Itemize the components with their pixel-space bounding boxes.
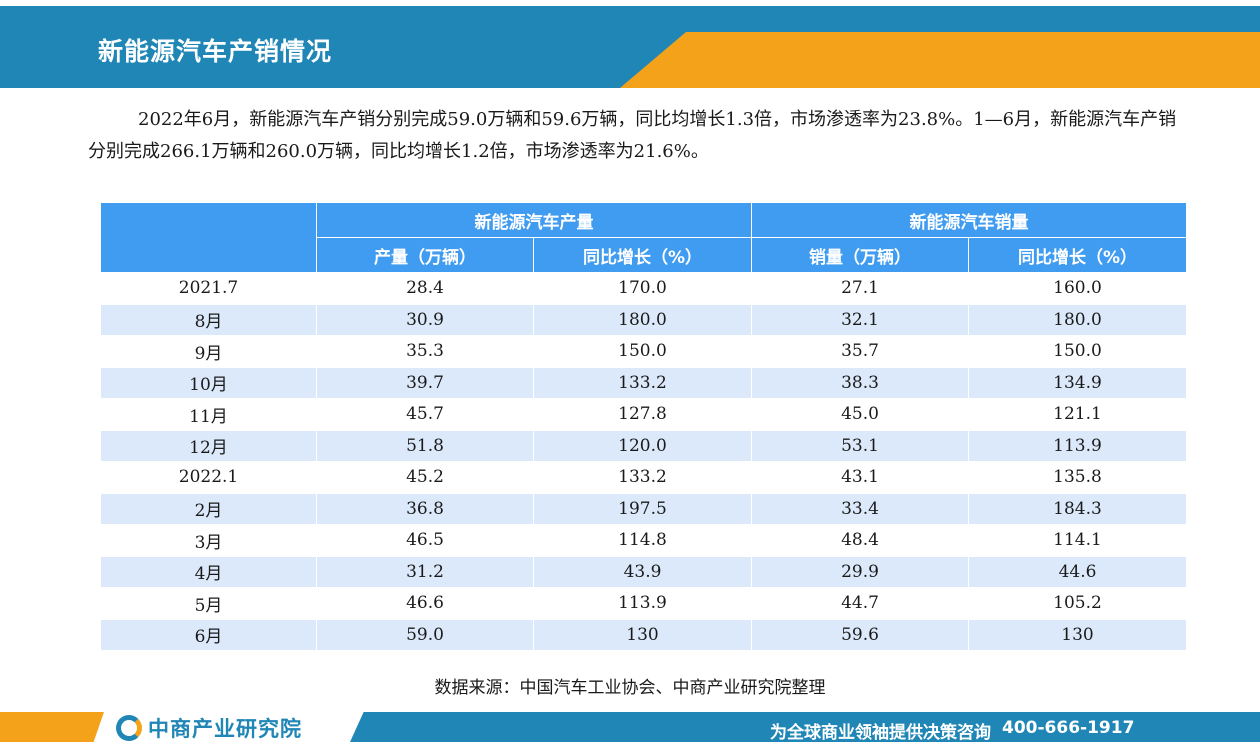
cell-sales-yoy: 160.0: [968, 272, 1187, 305]
logo-text: 中商产业研究院: [148, 717, 302, 741]
cell-production: 36.8: [316, 492, 534, 525]
cell-production: 35.3: [316, 335, 534, 368]
table-row: 2月 36.8 197.5 33.4 184.3: [100, 492, 1187, 525]
cell-production: 30.9: [316, 303, 534, 336]
cell-production: 51.8: [316, 429, 534, 462]
cell-production-yoy: 113.9: [533, 587, 752, 620]
table-row: 6月 59.0 130 59.6 130: [100, 618, 1187, 651]
table-row: 11月 45.7 127.8 45.0 121.1: [100, 398, 1187, 431]
cell-sales: 48.4: [751, 524, 969, 557]
table-row: 8月 30.9 180.0 32.1 180.0: [100, 303, 1187, 336]
cell-period: 6月: [100, 618, 317, 651]
column-header-production: 产量（万辆）: [316, 237, 534, 273]
table-row: 9月 35.3 150.0 35.7 150.0: [100, 335, 1187, 368]
cell-sales: 44.7: [751, 587, 969, 620]
table-row: 5月 46.6 113.9 44.7 105.2: [100, 587, 1187, 620]
cell-sales: 27.1: [751, 272, 969, 305]
cell-production-yoy: 114.8: [533, 524, 752, 557]
cell-sales: 29.9: [751, 555, 969, 588]
cell-production: 31.2: [316, 555, 534, 588]
cell-period: 2022.1: [100, 461, 317, 494]
cell-period: 2021.7: [100, 272, 317, 305]
column-header-production-yoy: 同比增长（%）: [533, 237, 752, 273]
cell-sales-yoy: 130: [968, 618, 1187, 651]
page-title: 新能源汽车产销情况: [98, 37, 333, 66]
cell-sales-yoy: 184.3: [968, 492, 1187, 525]
cell-production-yoy: 127.8: [533, 398, 752, 431]
intro-paragraph: 2022年6月，新能源汽车产销分别完成59.0万辆和59.6万辆，同比均增长1.…: [88, 109, 1177, 162]
cell-sales-yoy: 121.1: [968, 398, 1187, 431]
table-corner-header: [100, 202, 317, 273]
cell-sales: 45.0: [751, 398, 969, 431]
cell-sales-yoy: 114.1: [968, 524, 1187, 557]
cell-production: 28.4: [316, 272, 534, 305]
cell-sales: 43.1: [751, 461, 969, 494]
footer-blue-band: [350, 712, 1260, 742]
table-row: 2022.1 45.2 133.2 43.1 135.8: [100, 461, 1187, 494]
cell-sales: 35.7: [751, 335, 969, 368]
cell-production-yoy: 130: [533, 618, 752, 651]
cell-period: 2月: [100, 492, 317, 525]
table-row: 4月 31.2 43.9 29.9 44.6: [100, 555, 1187, 588]
cell-production: 45.2: [316, 461, 534, 494]
cell-sales-yoy: 44.6: [968, 555, 1187, 588]
group-header-production: 新能源汽车产量: [316, 202, 752, 238]
column-header-sales: 销量（万辆）: [751, 237, 969, 273]
cell-sales-yoy: 105.2: [968, 587, 1187, 620]
cell-production-yoy: 43.9: [533, 555, 752, 588]
cell-production-yoy: 170.0: [533, 272, 752, 305]
footer-orange-band: [0, 712, 104, 742]
header-orange-band: [620, 32, 1260, 88]
cell-sales: 32.1: [751, 303, 969, 336]
cell-production-yoy: 197.5: [533, 492, 752, 525]
footer-slogan: 为全球商业领袖提供决策咨询: [770, 723, 991, 743]
cell-production: 46.5: [316, 524, 534, 557]
cell-sales: 38.3: [751, 366, 969, 399]
table-row: 10月 39.7 133.2 38.3 134.9: [100, 366, 1187, 399]
cell-sales-yoy: 134.9: [968, 366, 1187, 399]
cell-production: 59.0: [316, 618, 534, 651]
column-header-sales-yoy: 同比增长（%）: [968, 237, 1187, 273]
cell-production-yoy: 180.0: [533, 303, 752, 336]
cell-period: 3月: [100, 524, 317, 557]
cell-sales-yoy: 135.8: [968, 461, 1187, 494]
data-table: 新能源汽车产量 新能源汽车销量 产量（万辆） 同比增长（%） 销量（万辆） 同比…: [100, 202, 1187, 651]
cell-period: 9月: [100, 335, 317, 368]
cell-production-yoy: 120.0: [533, 429, 752, 462]
table-row: 12月 51.8 120.0 53.1 113.9: [100, 429, 1187, 462]
table-row: 2021.7 28.4 170.0 27.1 160.0: [100, 272, 1187, 305]
cell-production: 45.7: [316, 398, 534, 431]
table-body: 2021.7 28.4 170.0 27.1 160.0 8月 30.9 180.0 32.1 1…: [100, 272, 1187, 651]
table-row: 3月 46.5 114.8 48.4 114.1: [100, 524, 1187, 557]
cell-period: 4月: [100, 555, 317, 588]
footer: 中商产业研究院 为全球商业领袖提供决策咨询 400-666-1917: [0, 710, 1260, 748]
cell-period: 8月: [100, 303, 317, 336]
cell-period: 11月: [100, 398, 317, 431]
cell-sales-yoy: 150.0: [968, 335, 1187, 368]
cell-production-yoy: 133.2: [533, 461, 752, 494]
cell-period: 12月: [100, 429, 317, 462]
cell-production-yoy: 150.0: [533, 335, 752, 368]
cell-production: 39.7: [316, 366, 534, 399]
cell-period: 10月: [100, 366, 317, 399]
group-header-sales: 新能源汽车销量: [751, 202, 1187, 238]
footer-phone: 400-666-1917: [1002, 718, 1135, 738]
cell-sales: 59.6: [751, 618, 969, 651]
cell-sales-yoy: 180.0: [968, 303, 1187, 336]
cell-sales-yoy: 113.9: [968, 429, 1187, 462]
header-banner: 新能源汽车产销情况: [0, 0, 1260, 90]
cell-sales: 53.1: [751, 429, 969, 462]
cell-production-yoy: 133.2: [533, 366, 752, 399]
logo-c-icon: [116, 715, 142, 741]
source-note: 数据来源：中国汽车工业协会、中商产业研究院整理: [434, 678, 826, 698]
cell-period: 5月: [100, 587, 317, 620]
cell-sales: 33.4: [751, 492, 969, 525]
company-logo: 中商产业研究院: [116, 714, 302, 742]
cell-production: 46.6: [316, 587, 534, 620]
